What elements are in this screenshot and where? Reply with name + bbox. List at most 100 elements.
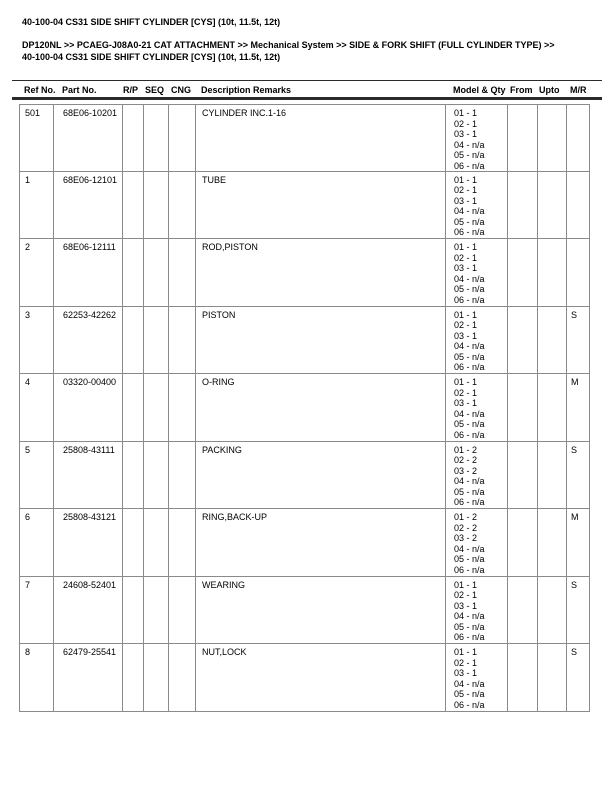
cell-upto [537, 509, 566, 576]
cell-rp [122, 644, 143, 711]
model-qty-line: 06 - n/a [454, 632, 485, 643]
table-row: 501 68E06-10201 CYLINDER INC.1-16 01 - 1… [19, 104, 590, 172]
model-qty-line: 03 - 1 [454, 398, 478, 409]
model-qty-line: 03 - 1 [454, 600, 478, 611]
cell-part-no: 68E06-12111 [53, 239, 122, 306]
model-qty-line: 04 - n/a [454, 273, 485, 284]
model-qty-line: 06 - n/a [454, 564, 485, 575]
cell-rp [122, 441, 143, 508]
cell-rp [122, 509, 143, 576]
cell-model-qty: 01 - 1 02 - 1 03 - 1 04 - n/a 05 - n/a 06 - n… [445, 239, 507, 306]
cell-part-no: 24608-52401 [53, 576, 122, 643]
table-row: 7 24608-52401 WEARING 01 - 1 02 - 1 03 - 1… [19, 576, 590, 644]
model-qty-line: 03 - 1 [454, 129, 478, 140]
model-qty-line: 03 - 1 [454, 330, 478, 341]
cell-mr: S [566, 441, 590, 508]
cell-description: WEARING [195, 576, 445, 643]
cell-upto [537, 105, 566, 171]
cell-rp [122, 576, 143, 643]
cell-seq [143, 374, 168, 441]
model-qty-line: 01 - 1 [454, 309, 478, 320]
model-qty-line: 04 - n/a [454, 476, 485, 487]
cell-seq [143, 576, 168, 643]
cell-ref-no: 501 [19, 105, 53, 171]
cell-upto [537, 239, 566, 306]
model-qty-line: 03 - 1 [454, 668, 478, 679]
cell-mr: S [566, 306, 590, 373]
cell-part-no: 68E06-12101 [53, 171, 122, 238]
column-header-rp: R/P [123, 85, 139, 95]
cell-model-qty: 01 - 1 02 - 1 03 - 1 04 - n/a 05 - n/a 06 - n… [445, 171, 507, 238]
cell-ref-no: 4 [19, 374, 53, 441]
model-qty-line: 05 - n/a [454, 621, 485, 632]
cell-ref-no: 7 [19, 576, 53, 643]
parts-table-body: 501 68E06-10201 CYLINDER INC.1-16 01 - 1… [19, 104, 590, 712]
cell-model-qty: 01 - 1 02 - 1 03 - 1 04 - n/a 05 - n/a 06 - n… [445, 374, 507, 441]
cell-part-no: 03320-00400 [53, 374, 122, 441]
column-header-seq: SEQ [145, 85, 165, 95]
cell-seq [143, 441, 168, 508]
cell-cng [168, 576, 195, 643]
model-qty-line: 04 - n/a [454, 543, 485, 554]
header-top-rule [12, 80, 602, 81]
cell-from [507, 171, 537, 238]
cell-upto [537, 374, 566, 441]
model-qty-line: 05 - n/a [454, 150, 485, 161]
cell-from [507, 239, 537, 306]
column-header-ref-no: Ref No. [24, 85, 56, 95]
model-qty-line: 05 - n/a [454, 419, 485, 430]
cell-ref-no: 1 [19, 171, 53, 238]
cell-description: O-RING [195, 374, 445, 441]
model-qty-line: 01 - 1 [454, 242, 478, 252]
cell-description: PISTON [195, 306, 445, 373]
table-header-row: Ref No. Part No. R/P SEQ CNG Description… [19, 85, 590, 96]
model-qty-line: 02 - 2 [454, 455, 478, 466]
model-qty-line: 02 - 1 [454, 320, 478, 331]
model-qty-line: 04 - n/a [454, 139, 485, 150]
cell-from [507, 105, 537, 171]
cell-description: PACKING [195, 441, 445, 508]
cell-ref-no: 2 [19, 239, 53, 306]
model-qty-line: 01 - 2 [454, 512, 478, 522]
model-qty-line: 05 - n/a [454, 689, 485, 700]
column-header-mr: M/R [570, 85, 587, 95]
cell-rp [122, 306, 143, 373]
cell-upto [537, 576, 566, 643]
cell-ref-no: 6 [19, 509, 53, 576]
column-header-from: From [510, 85, 533, 95]
cell-mr: S [566, 644, 590, 711]
model-qty-line: 03 - 1 [454, 195, 478, 206]
cell-from [507, 441, 537, 508]
cell-part-no: 25808-43121 [53, 509, 122, 576]
model-qty-line: 02 - 1 [454, 387, 478, 398]
cell-part-no: 62479-25541 [53, 644, 122, 711]
cell-upto [537, 644, 566, 711]
column-header-upto: Upto [539, 85, 560, 95]
model-qty-line: 03 - 2 [454, 533, 478, 544]
cell-from [507, 374, 537, 441]
model-qty-line: 01 - 1 [454, 174, 478, 185]
cell-from [507, 306, 537, 373]
model-qty-line: 02 - 1 [454, 252, 478, 263]
model-qty-line: 01 - 1 [454, 377, 478, 387]
model-qty-line: 01 - 1 [454, 108, 478, 118]
cell-cng [168, 441, 195, 508]
model-qty-line: 04 - n/a [454, 611, 485, 622]
cell-from [507, 576, 537, 643]
table-row: 8 62479-25541 NUT,LOCK 01 - 1 02 - 1 03 - … [19, 644, 590, 712]
cell-cng [168, 509, 195, 576]
cell-mr [566, 105, 590, 171]
model-qty-line: 06 - n/a [454, 429, 485, 440]
cell-ref-no: 5 [19, 441, 53, 508]
cell-mr [566, 171, 590, 238]
model-qty-line: 02 - 1 [454, 185, 478, 196]
cell-part-no: 68E06-10201 [53, 105, 122, 171]
column-header-cng: CNG [171, 85, 191, 95]
cell-rp [122, 105, 143, 171]
cell-rp [122, 374, 143, 441]
column-header-model-qty: Model & Qty [453, 85, 506, 95]
cell-seq [143, 105, 168, 171]
model-qty-line: 02 - 1 [454, 118, 478, 129]
